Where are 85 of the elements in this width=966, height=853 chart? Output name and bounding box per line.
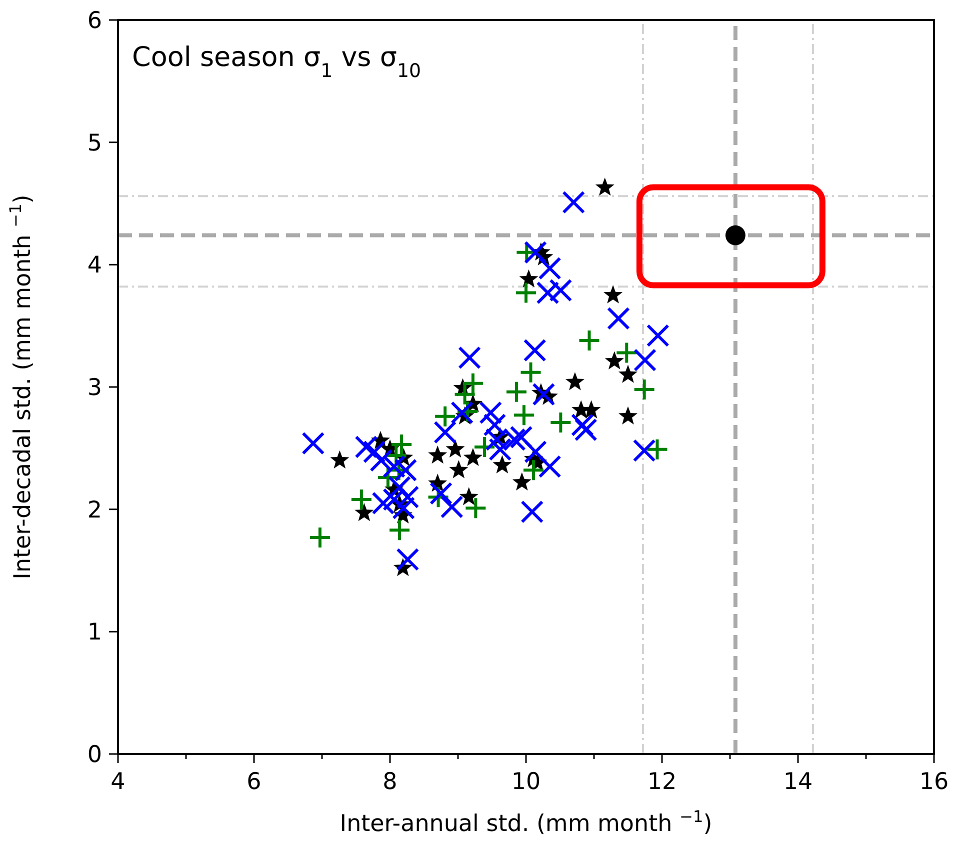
y-tick-label: 5 <box>87 130 102 156</box>
point <box>565 372 584 390</box>
x-axis-title: Inter-annual std. (mm month $^{−1}$) <box>340 806 712 837</box>
point <box>483 413 506 436</box>
point <box>532 382 556 406</box>
point <box>434 420 457 444</box>
point <box>382 455 406 478</box>
point <box>646 438 669 461</box>
point <box>458 346 482 370</box>
point <box>520 500 544 524</box>
x-tick-label: 8 <box>382 769 398 795</box>
point <box>523 338 546 362</box>
point <box>488 438 512 461</box>
point <box>595 178 614 196</box>
point <box>388 518 412 542</box>
point <box>634 348 656 372</box>
point <box>396 486 420 509</box>
point <box>632 378 656 401</box>
x-tick-label: 4 <box>110 769 126 795</box>
point <box>538 256 562 280</box>
point <box>524 440 548 464</box>
point <box>604 351 624 370</box>
point <box>519 360 542 384</box>
point <box>519 269 538 288</box>
point <box>615 341 638 364</box>
point <box>549 278 572 302</box>
point <box>308 526 332 549</box>
point <box>370 448 393 472</box>
point <box>453 382 476 406</box>
point <box>646 324 670 348</box>
point <box>512 472 532 491</box>
y-tick-label: 1 <box>87 620 102 646</box>
y-tick-label: 4 <box>87 252 102 279</box>
point <box>396 548 420 571</box>
point <box>574 418 598 442</box>
point <box>430 482 452 505</box>
point <box>570 413 594 436</box>
point <box>522 458 545 482</box>
point <box>512 404 536 427</box>
x-tick-label: 12 <box>647 769 677 795</box>
x-tick-label: 6 <box>246 769 262 795</box>
point <box>449 460 468 478</box>
point <box>524 240 548 264</box>
point <box>330 450 350 468</box>
point <box>440 495 464 518</box>
point <box>479 401 502 424</box>
x-tick-label: 10 <box>511 769 541 795</box>
point <box>461 372 484 395</box>
y-tick-label: 3 <box>87 375 102 401</box>
text: Cool season σ$_{1}$ vs σ$_{10}$ <box>132 42 421 82</box>
point <box>350 488 373 512</box>
point <box>538 455 562 478</box>
point <box>459 487 478 506</box>
x-tick-label: 14 <box>783 769 813 795</box>
point <box>463 448 482 466</box>
y-tick-label: 0 <box>87 742 102 768</box>
point <box>632 439 656 462</box>
point <box>394 458 418 482</box>
point <box>354 503 374 522</box>
point <box>725 225 746 246</box>
point <box>450 401 474 424</box>
point <box>578 329 601 352</box>
point <box>549 410 572 434</box>
point <box>302 432 325 455</box>
point <box>536 281 560 304</box>
point <box>428 446 448 464</box>
point <box>434 404 457 428</box>
y-tick-label: 6 <box>87 8 102 34</box>
point <box>606 306 630 330</box>
point <box>604 285 623 304</box>
point <box>464 496 488 520</box>
point <box>492 455 512 474</box>
y-tick-label: 2 <box>87 497 102 524</box>
x-tick-label: 16 <box>919 769 949 795</box>
point <box>390 432 414 456</box>
point <box>382 488 406 512</box>
point <box>618 364 638 383</box>
point <box>514 281 538 304</box>
point <box>562 190 586 214</box>
point <box>510 426 533 449</box>
point <box>446 439 465 458</box>
point <box>362 440 386 464</box>
point <box>504 380 528 404</box>
point <box>618 406 638 424</box>
point <box>354 435 378 458</box>
